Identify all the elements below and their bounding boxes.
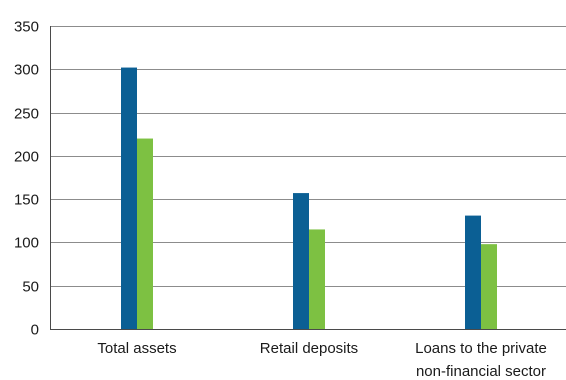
x-category-label: Retail deposits bbox=[260, 340, 358, 357]
x-category-label: Loans to the private non-financial sector bbox=[415, 340, 547, 380]
y-tick-label: 250 bbox=[14, 106, 39, 123]
bar-series2-cat2 bbox=[309, 229, 325, 329]
y-tick-label: 0 bbox=[31, 322, 39, 339]
y-tick-label: 100 bbox=[14, 235, 39, 252]
y-tick-label: 200 bbox=[14, 149, 39, 166]
bar-series2-cat1 bbox=[137, 138, 153, 329]
bar-series2-cat3 bbox=[481, 244, 497, 329]
y-tick-label: 350 bbox=[14, 19, 39, 36]
x-category-label-line: Retail deposits bbox=[260, 340, 358, 357]
x-category-label: Total assets bbox=[97, 340, 176, 357]
x-category-label-line: Total assets bbox=[97, 340, 176, 357]
x-axis-labels: Total assets Retail deposits Loans to the … bbox=[97, 340, 546, 380]
y-axis-ticks: 0 50 100 150 200 250 300 350 bbox=[14, 19, 39, 339]
bars bbox=[121, 67, 497, 329]
bar-series1-cat3 bbox=[465, 215, 481, 329]
bar-series1-cat2 bbox=[293, 193, 309, 329]
y-tick-label: 300 bbox=[14, 62, 39, 79]
x-category-label-line: Loans to the private bbox=[415, 340, 547, 357]
y-tick-label: 150 bbox=[14, 192, 39, 209]
bar-series1-cat1 bbox=[121, 67, 137, 329]
y-tick-label: 50 bbox=[22, 279, 39, 296]
x-category-label-line: non-financial sector bbox=[416, 363, 546, 380]
